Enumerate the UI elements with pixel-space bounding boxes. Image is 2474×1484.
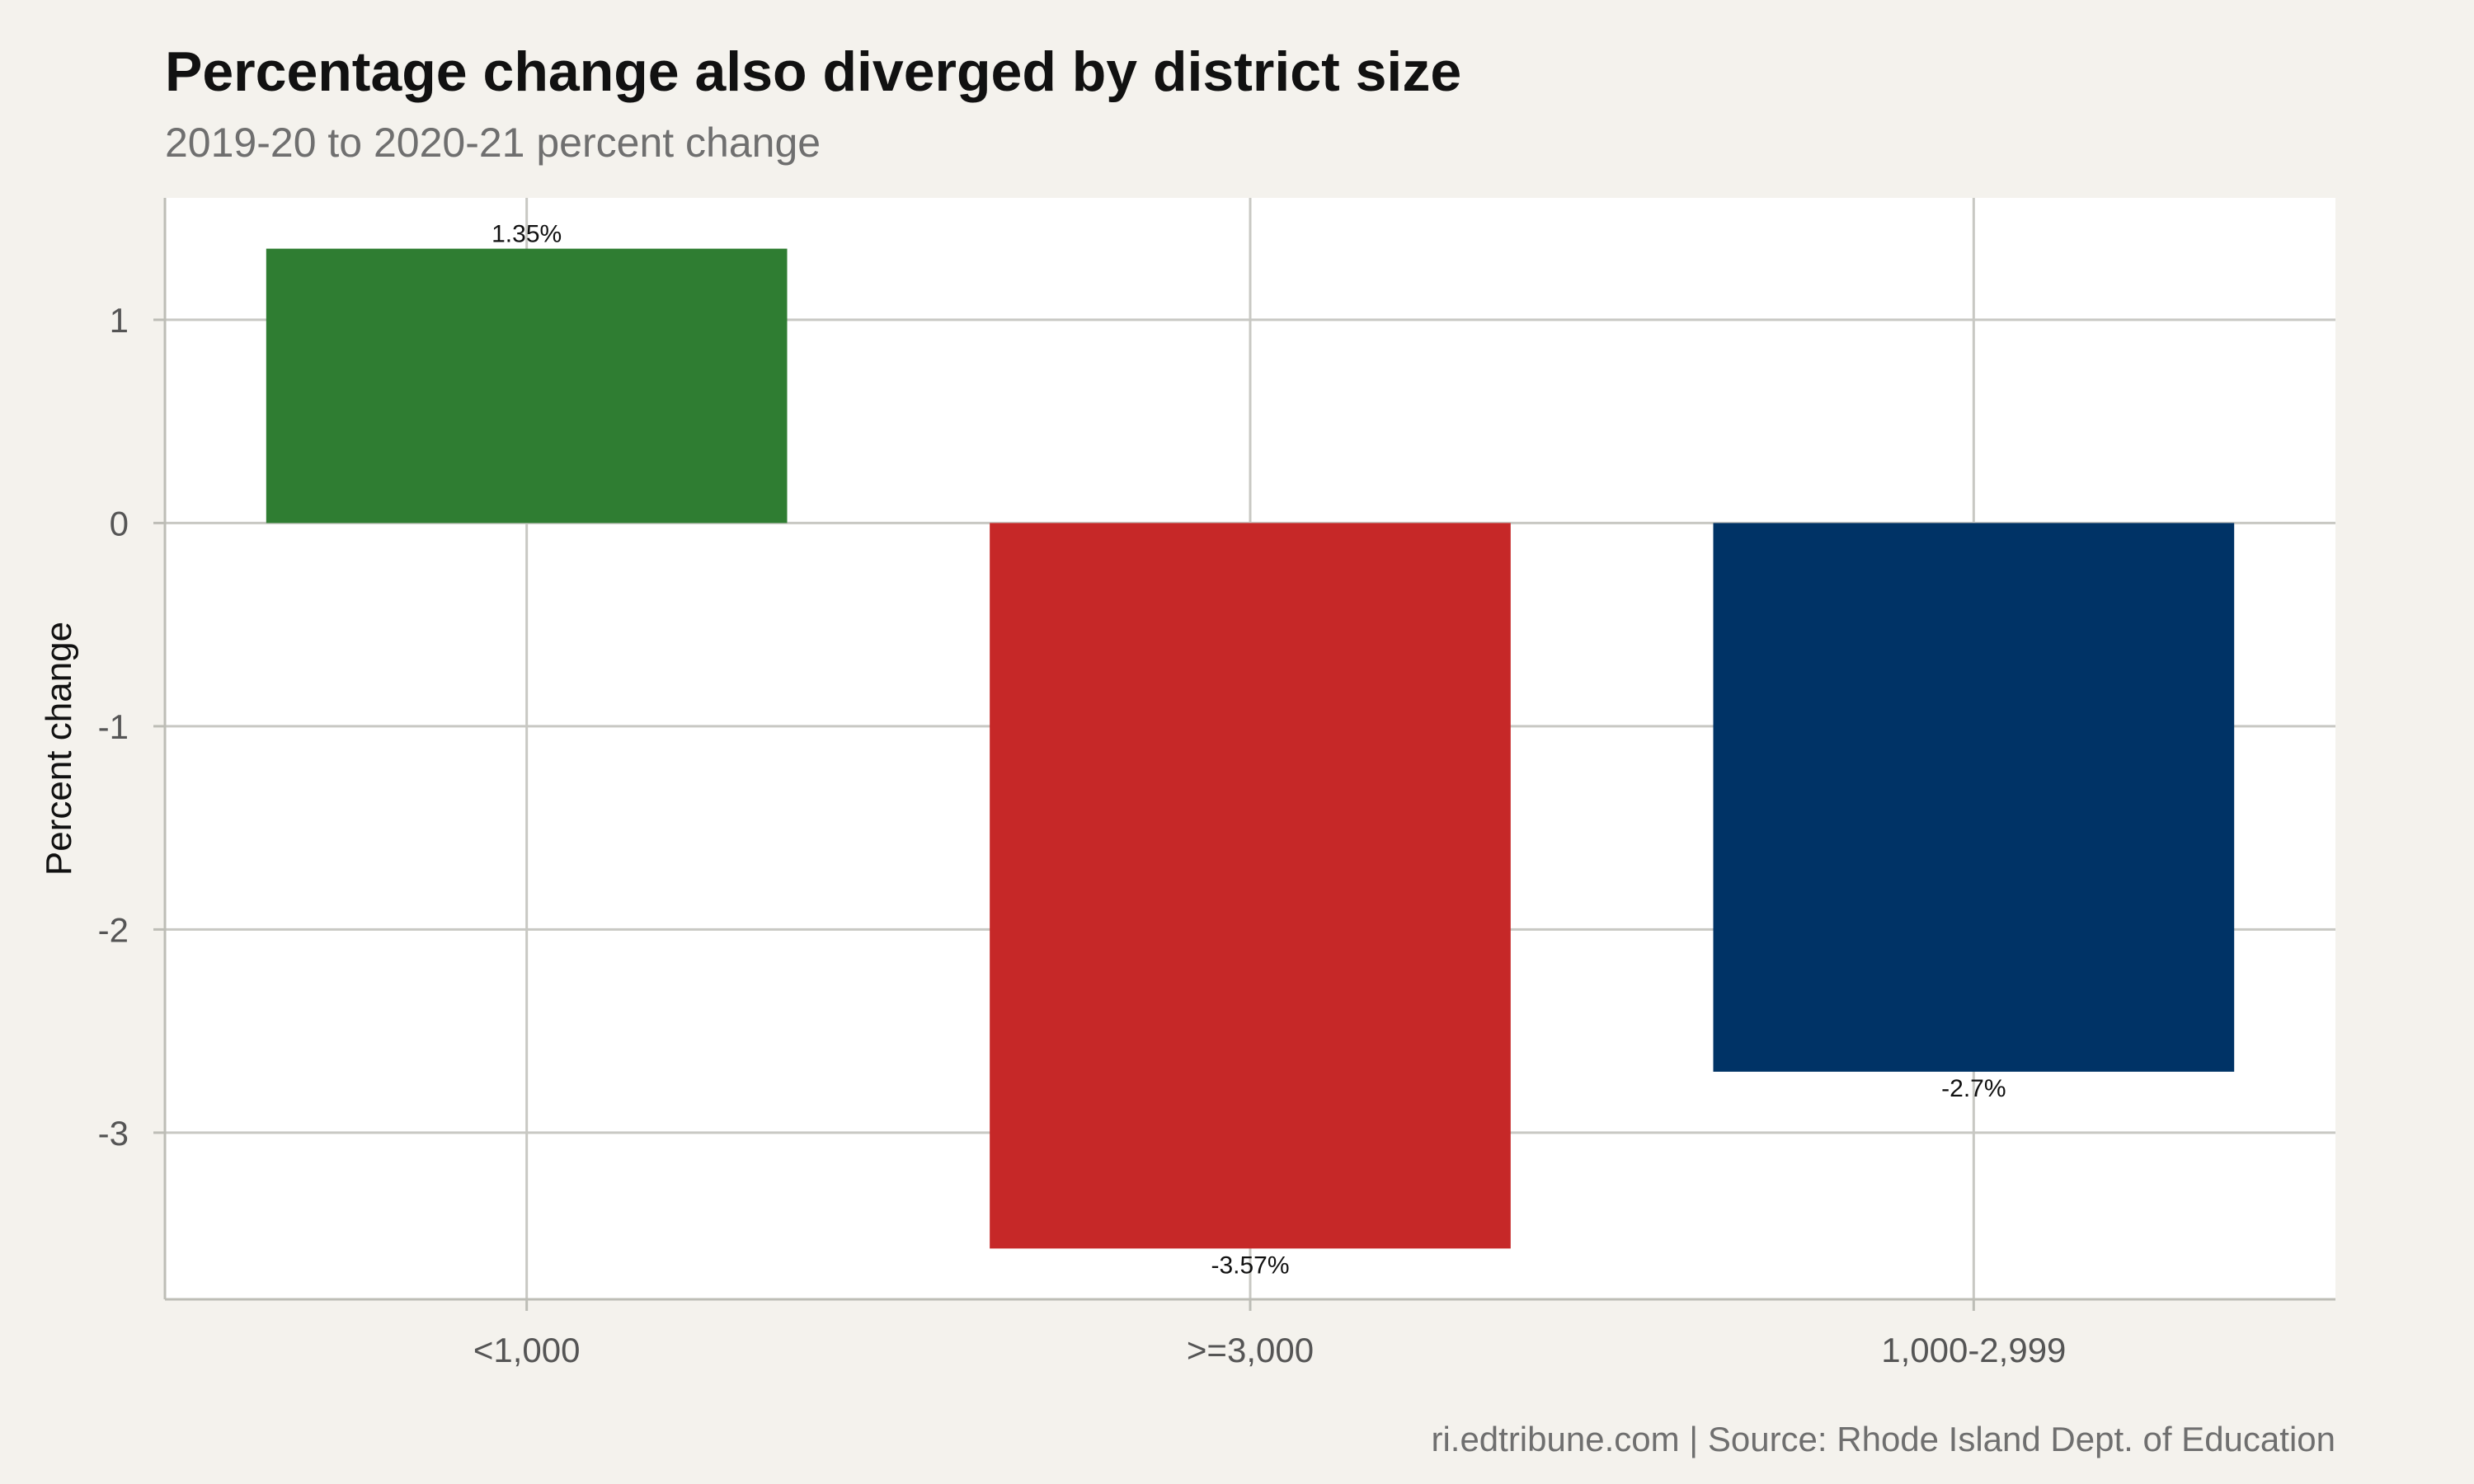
x-tick-label: >=3,000	[1187, 1331, 1314, 1369]
bar	[1713, 523, 2235, 1072]
axes	[153, 198, 2335, 1311]
x-tick-label: <1,000	[473, 1331, 581, 1369]
data-label: -3.57%	[1211, 1252, 1289, 1279]
y-tick-label: -1	[98, 707, 129, 746]
y-tick-labels: 1 0 -1 -2 -3	[98, 301, 129, 1153]
y-tick-label: -2	[98, 910, 129, 949]
chart-caption: ri.edtribune.com | Source: Rhode Island …	[1431, 1420, 2335, 1458]
bar	[266, 248, 788, 524]
data-label: 1.35%	[492, 221, 562, 248]
x-tick-labels: <1,000 >=3,000 1,000-2,999	[473, 1331, 2067, 1369]
data-label: -2.7%	[1941, 1075, 2006, 1102]
y-tick-label: 0	[110, 504, 129, 542]
bars	[266, 248, 2235, 1249]
bar	[990, 523, 1511, 1249]
data-labels: 1.35% -3.57% -2.7%	[492, 221, 2006, 1280]
x-tick-label: 1,000-2,999	[1881, 1331, 2066, 1369]
y-tick-label: -3	[98, 1114, 129, 1153]
y-axis-label: Percent change	[39, 622, 79, 876]
chart-subtitle: 2019-20 to 2020-21 percent change	[165, 120, 821, 166]
y-tick-label: 1	[110, 301, 129, 340]
chart-title: Percentage change also diverged by distr…	[165, 40, 1461, 103]
